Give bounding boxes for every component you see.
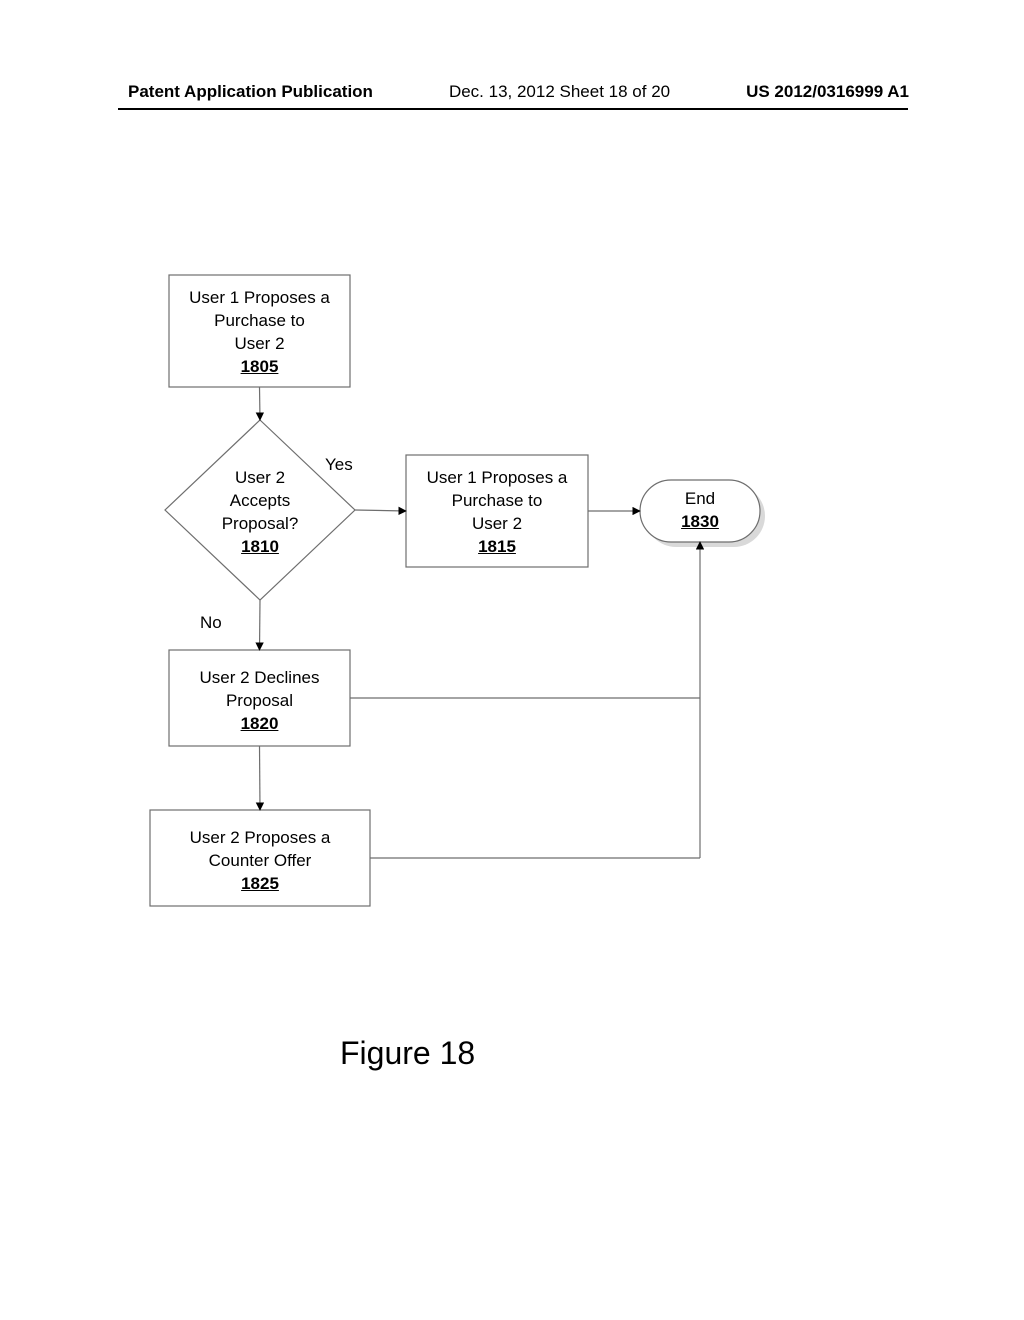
- node-1825-line2: Counter Offer: [209, 851, 312, 870]
- node-1825-line1: User 2 Proposes a: [190, 828, 331, 847]
- node-1820-line1: User 2 Declines: [200, 668, 320, 687]
- node-1810-ref: 1810: [241, 537, 279, 556]
- edge-label-yes: Yes: [325, 455, 353, 475]
- node-1805-ref: 1805: [241, 357, 279, 376]
- node-1825-text: User 2 Proposes a Counter Offer 1825: [150, 827, 370, 896]
- edge-label-no: No: [200, 613, 222, 633]
- node-1830-text: End 1830: [640, 488, 760, 534]
- node-1830-ref: 1830: [681, 512, 719, 531]
- node-1805-text: User 1 Proposes a Purchase to User 2 180…: [169, 287, 350, 379]
- node-1820-line2: Proposal: [226, 691, 293, 710]
- node-1815-ref: 1815: [478, 537, 516, 556]
- node-1805-line3: User 2: [234, 334, 284, 353]
- node-1825-ref: 1825: [241, 874, 279, 893]
- node-1815-line2: Purchase to: [452, 491, 543, 510]
- node-1810-line1: User 2: [235, 468, 285, 487]
- flowchart-canvas: [0, 0, 1024, 1320]
- node-1820-text: User 2 Declines Proposal 1820: [169, 667, 350, 736]
- node-1810-text: User 2 Accepts Proposal? 1810: [185, 467, 335, 559]
- node-1815-text: User 1 Proposes a Purchase to User 2 181…: [406, 467, 588, 559]
- node-1815-line1: User 1 Proposes a: [427, 468, 568, 487]
- figure-caption: Figure 18: [340, 1035, 475, 1072]
- node-1805-line2: Purchase to: [214, 311, 305, 330]
- node-1805-line1: User 1 Proposes a: [189, 288, 330, 307]
- node-1810-line3: Proposal?: [222, 514, 299, 533]
- node-1820-ref: 1820: [241, 714, 279, 733]
- node-1830-line1: End: [685, 489, 715, 508]
- node-1815-line3: User 2: [472, 514, 522, 533]
- node-1810-line2: Accepts: [230, 491, 290, 510]
